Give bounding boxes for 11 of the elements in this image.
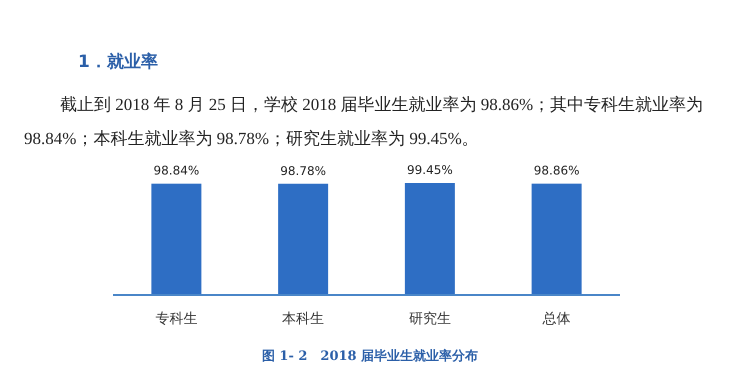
- chart-subtitle: 截止到 2018 年 8 月 25 日，学校 2018 届毕业生就业率为 98.86%；其中专科生就业率为 98.84%；本科生就业率为 98.78%；研究生就业率为 99.45%。: [24, 94, 704, 150]
- x-tick-label: 总体: [542, 311, 571, 327]
- data-label: 98.86%: [534, 164, 580, 178]
- data-label: 98.78%: [280, 164, 326, 178]
- x-tick-label: 本科生: [282, 311, 324, 327]
- caption: 图 1- 2 2018 届毕业生就业率分布: [262, 348, 478, 364]
- x-tick-label: 专科生: [155, 311, 198, 327]
- data-label: 99.45%: [406, 163, 453, 177]
- data-label: 98.84%: [153, 164, 200, 178]
- x-tick-label: 研究生: [408, 311, 451, 327]
- chart-title: 1．就业率: [78, 51, 158, 73]
